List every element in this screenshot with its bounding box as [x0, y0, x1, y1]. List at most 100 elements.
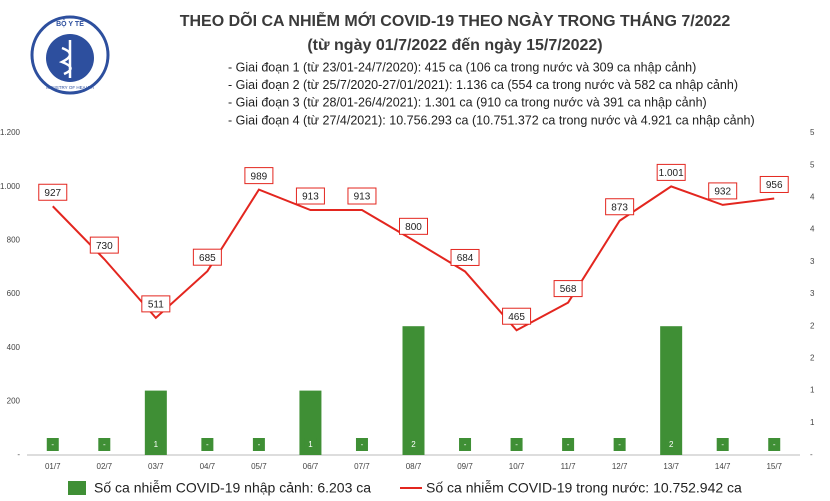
bar-label: -: [567, 440, 570, 449]
x-tick-label: 10/7: [509, 462, 525, 471]
y-tick-label: 600: [7, 289, 21, 298]
bar-label: -: [515, 440, 518, 449]
data-label: 800: [405, 222, 422, 233]
data-label: 568: [560, 284, 577, 295]
data-label: 685: [199, 253, 216, 264]
data-label: 913: [302, 192, 319, 203]
data-label-box: [295, 187, 325, 205]
bar-label: 2: [411, 440, 416, 449]
bar-label-box: [304, 438, 317, 451]
legend-label: Số ca nhiễm COVID-19 nhập cảnh: 6.203 ca: [94, 480, 371, 496]
x-tick-label: 13/7: [663, 462, 679, 471]
data-label: 465: [508, 312, 525, 323]
y-tick-label: 400: [7, 343, 21, 352]
data-label-box: [656, 163, 686, 181]
bar-label-box: [149, 438, 162, 451]
y2-tick-label: 2: [810, 354, 815, 363]
bar-label-box: [716, 438, 729, 451]
data-label-box: [399, 217, 428, 235]
y2-tick-label: 5: [810, 160, 815, 169]
data-label-box: [192, 248, 222, 266]
x-tick-label: 06/7: [303, 462, 319, 471]
x-tick-label: 15/7: [766, 462, 782, 471]
y2-tick-label: 2: [810, 321, 815, 330]
y2-tick-label: 5: [810, 128, 815, 137]
logo-bottom: MINISTRY OF HEALTH: [46, 85, 94, 90]
data-label: 913: [354, 192, 371, 203]
data-label: 989: [251, 171, 268, 182]
logo: BỘ Y TẾ MINISTRY OF HEALTH: [30, 15, 110, 95]
bar-label-box: [355, 438, 368, 451]
note: - Giai đoạn 1 (từ 23/01-24/7/2020): 415 …: [228, 60, 696, 74]
bar-label: -: [206, 440, 209, 449]
bar-label-box: [768, 438, 781, 451]
x-tick-label: 05/7: [251, 462, 267, 471]
data-label: 1.001: [659, 168, 684, 179]
x-tick-label: 14/7: [715, 462, 731, 471]
bar-label-box: [98, 438, 111, 451]
data-label-box: [141, 295, 171, 313]
bar-label: -: [361, 440, 364, 449]
y-tick-label: -: [17, 450, 20, 459]
data-label-box: [450, 248, 480, 266]
note: - Giai đoạn 2 (từ 25/7/2020-27/01/2021):…: [228, 78, 738, 92]
note: - Giai đoạn 4 (từ 27/4/2021): 10.756.293…: [228, 113, 755, 127]
bar-label: 2: [669, 440, 674, 449]
legend-label: Số ca nhiễm COVID-19 trong nước: 10.752.…: [426, 480, 742, 496]
x-tick-label: 03/7: [148, 462, 164, 471]
data-label: 956: [766, 180, 783, 191]
x-tick-label: 01/7: [45, 462, 61, 471]
bar-label: -: [258, 440, 261, 449]
x-tick-label: 09/7: [457, 462, 473, 471]
x-tick-label: 12/7: [612, 462, 628, 471]
bar-label-box: [665, 438, 678, 451]
chart-subtitle: (từ ngày 01/7/2022 đến ngày 15/7/2022): [307, 37, 602, 54]
bar-label: -: [464, 440, 467, 449]
y-tick-label: 1.000: [0, 182, 21, 191]
note: - Giai đoạn 3 (từ 28/01-26/4/2021): 1.30…: [228, 96, 707, 110]
data-label: 684: [457, 253, 474, 264]
bar-label-box: [510, 438, 523, 451]
logo-symbol: [58, 40, 72, 78]
bar-label-box: [562, 438, 575, 451]
bar-label: -: [773, 440, 776, 449]
data-label-box: [605, 198, 635, 216]
x-tick-label: 02/7: [97, 462, 113, 471]
legend-swatch: [68, 481, 86, 495]
bar-label-box: [613, 438, 626, 451]
y-tick-label: 1.200: [0, 128, 21, 137]
bar-label: -: [51, 440, 54, 449]
bar: [660, 326, 683, 455]
x-tick-label: 07/7: [354, 462, 370, 471]
bar: [402, 326, 425, 455]
y2-tick-label: 3: [810, 289, 815, 298]
bar-label: -: [103, 440, 106, 449]
data-label: 932: [714, 187, 731, 198]
bar-label-box: [201, 438, 214, 451]
chart-title: THEO DÕI CA NHIỄM MỚI COVID-19 THEO NGÀY…: [180, 10, 731, 30]
data-label-box: [708, 182, 738, 200]
y-tick-label: 800: [7, 235, 21, 244]
data-label: 927: [44, 188, 61, 199]
data-label: 511: [148, 300, 164, 311]
bar-label: 1: [308, 440, 313, 449]
y2-tick-label: 3: [810, 257, 815, 266]
bar-label: -: [721, 440, 724, 449]
y2-tick-label: 4: [810, 225, 815, 234]
bar-label-box: [407, 438, 420, 451]
bar-label: -: [618, 440, 621, 449]
bar-label-box: [252, 438, 265, 451]
data-label-box: [38, 183, 68, 201]
data-label-box: [89, 236, 119, 254]
y2-tick-label: 4: [810, 193, 815, 202]
y-tick-label: 200: [7, 396, 21, 405]
data-label-box: [244, 167, 274, 185]
y2-tick-label: 1: [810, 386, 815, 395]
line: [52, 185, 775, 332]
data-label-box: [759, 175, 789, 193]
x-tick-label: 11/7: [561, 462, 577, 471]
bar-label: 1: [154, 440, 159, 449]
bar-label-box: [46, 438, 59, 451]
x-tick-label: 08/7: [406, 462, 422, 471]
